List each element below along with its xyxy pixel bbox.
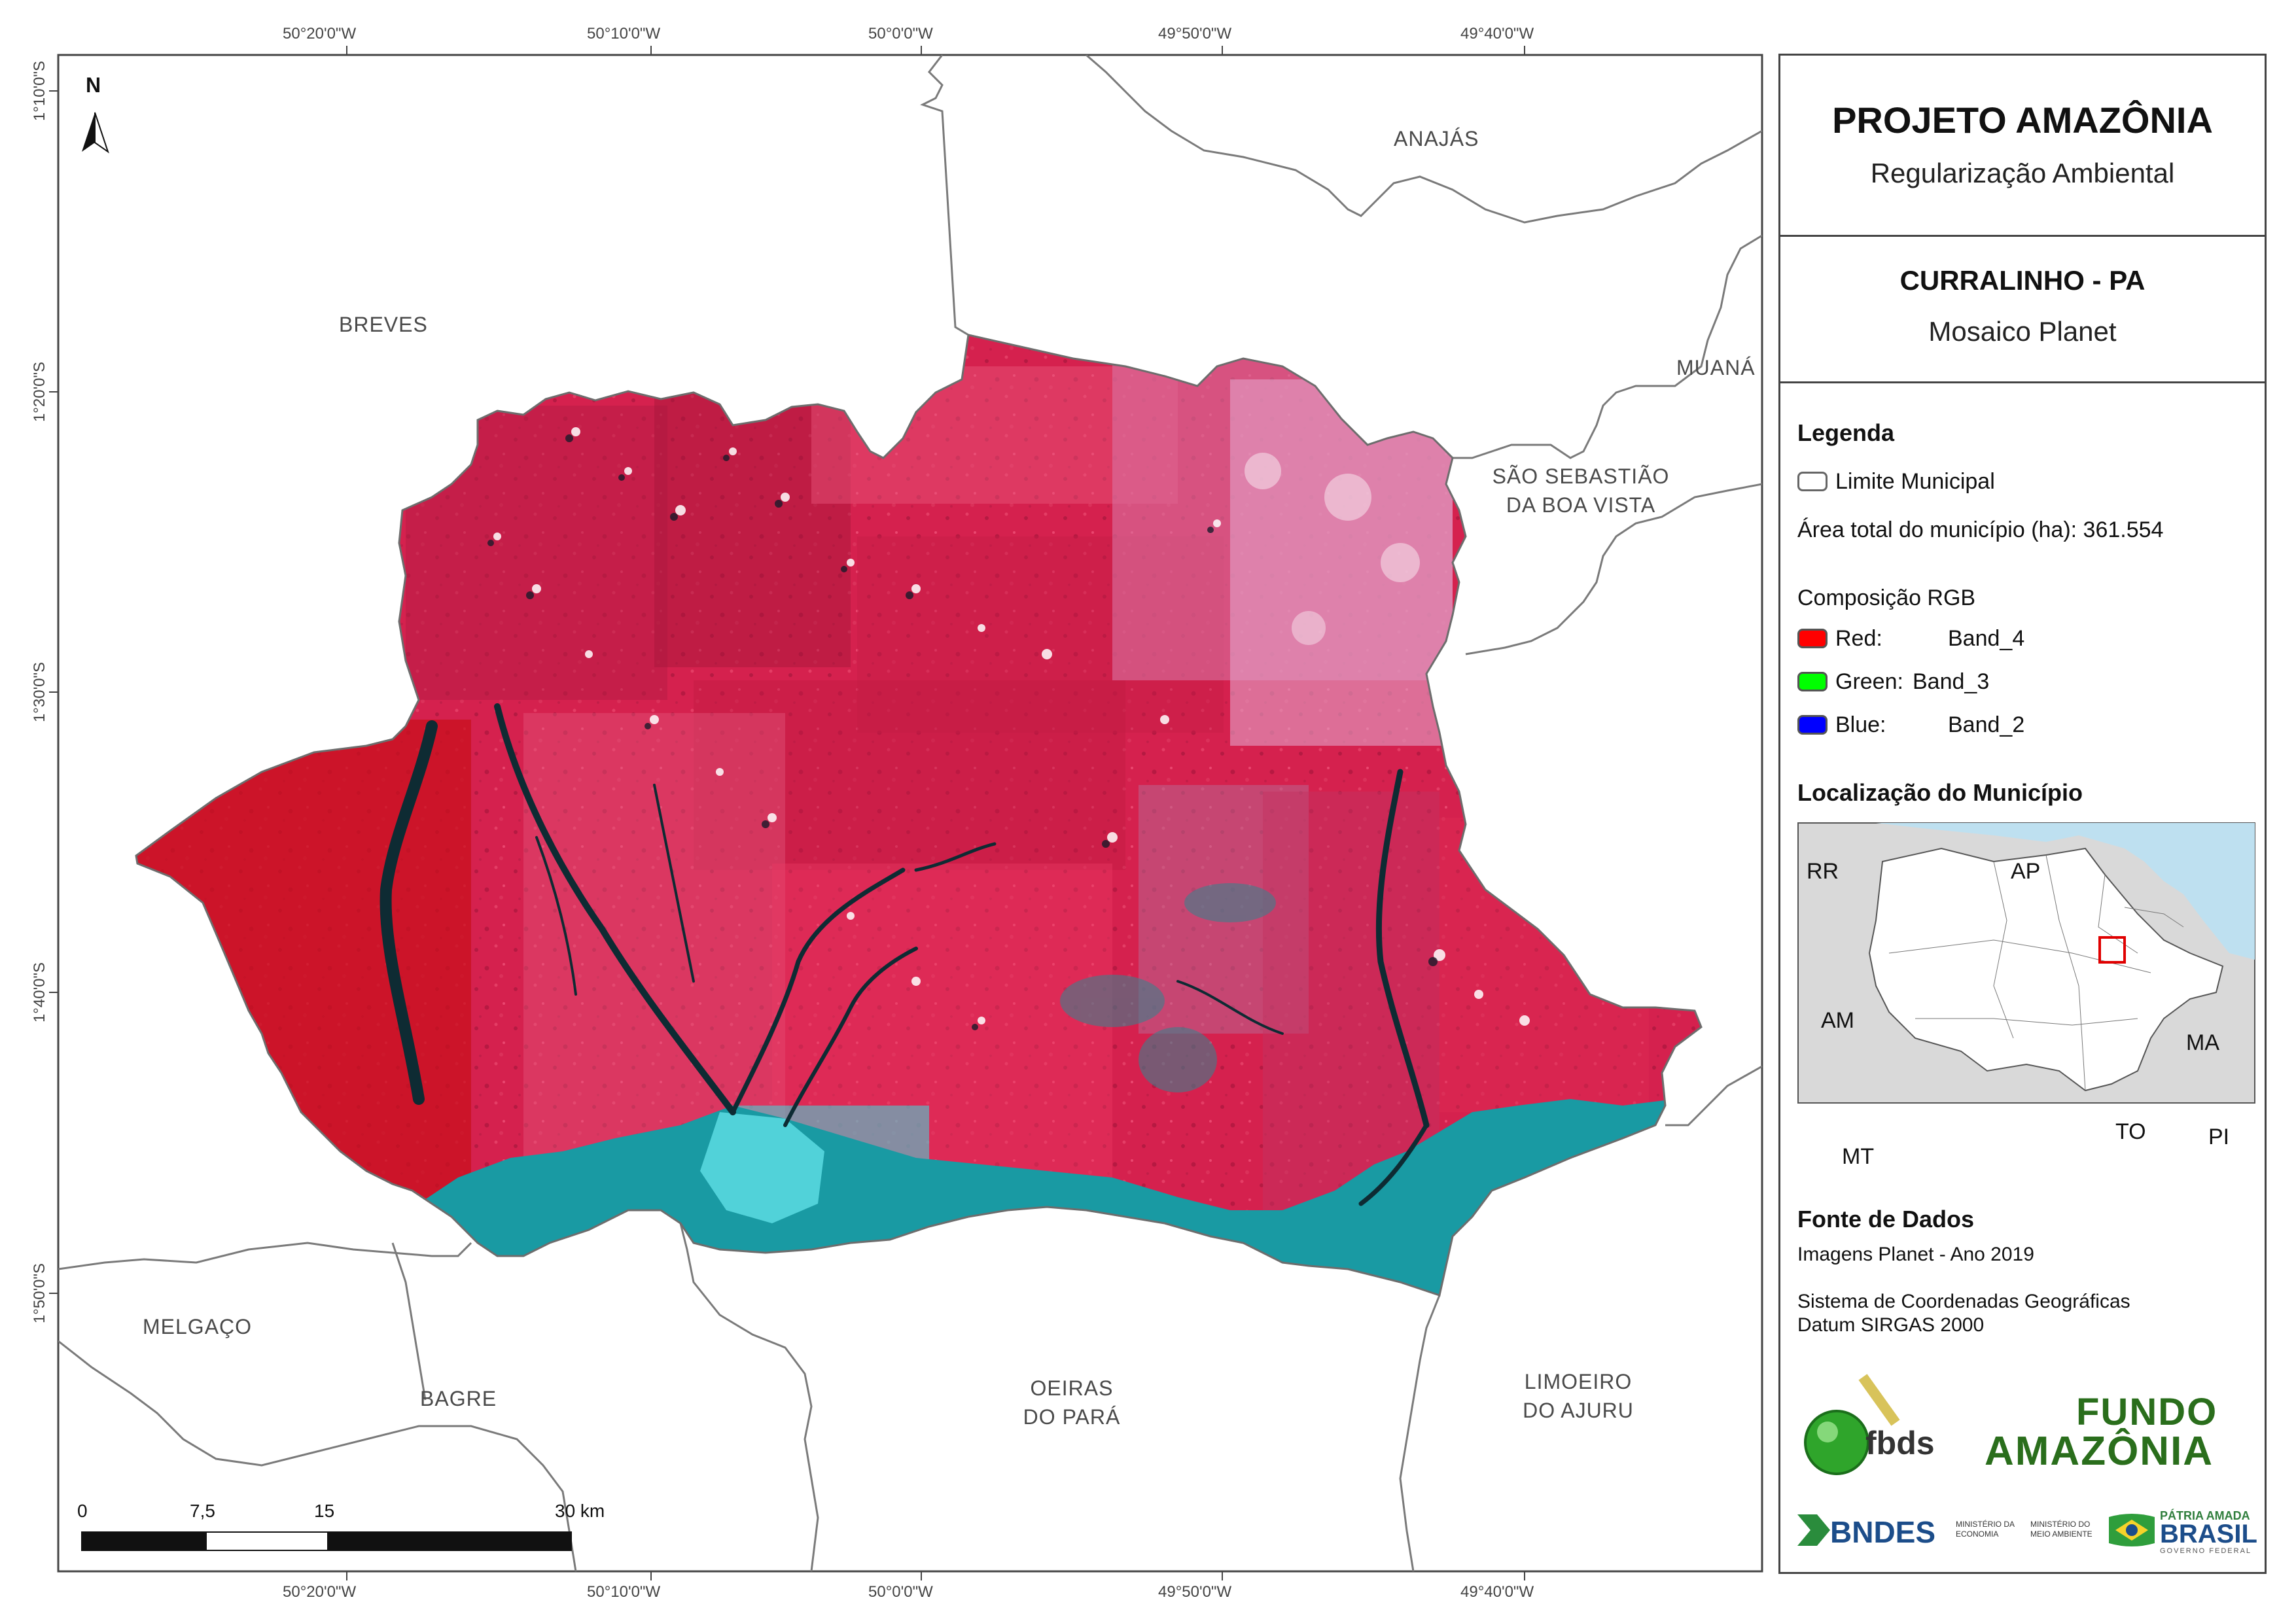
bndes-logo-icon	[1797, 1514, 1830, 1546]
municipal-boundaries	[58, 55, 1762, 1571]
boundary-swatch	[1797, 472, 1828, 491]
legend-heading: Legenda	[1797, 419, 1895, 446]
red-band-key: Red:	[1835, 626, 1882, 651]
crs-line1: Sistema de Coordenadas Geográficas	[1797, 1291, 2130, 1312]
scale-tick-2: 15	[314, 1501, 335, 1521]
patria-amada: PÁTRIA AMADA	[2160, 1509, 2250, 1522]
mosaic-name: Mosaico Planet	[1928, 316, 2117, 347]
locator-label-rr: RR	[1807, 859, 1839, 884]
label-bagre: BAGRE	[420, 1387, 497, 1410]
blue-band-label: Blue: Band_2	[1835, 712, 2024, 738]
label-sao-sebastiao: SÃO SEBASTIÃO DA BOA VISTA	[1489, 462, 1672, 519]
locator-label-ma: MA	[2186, 1030, 2219, 1055]
imagery-source: Imagens Planet - Ano 2019	[1797, 1244, 2034, 1265]
location-heading: Localização do Município	[1797, 779, 2083, 806]
rgb-heading: Composição RGB	[1797, 585, 1976, 610]
sources-heading: Fonte de Dados	[1797, 1206, 1975, 1232]
scale-tick-1: 7,5	[190, 1501, 215, 1521]
lon-label-bottom: 50°0'0"W	[868, 1583, 933, 1601]
area-label: Área total do município (ha): 361.554	[1797, 517, 2164, 542]
lat-label: 1°50'0"S	[31, 1263, 49, 1324]
crs-line2: Datum SIRGAS 2000	[1797, 1314, 1985, 1336]
lon-label-top: 50°10'0"W	[587, 25, 661, 43]
ministry-economia: MINISTÉRIO DA ECONOMIA	[1956, 1520, 2015, 1539]
locator-label-to: TO	[2115, 1119, 2146, 1144]
title-section: PROJETO AMAZÔNIA Regularização Ambiental	[1780, 56, 2265, 237]
green-band-key: Green:	[1835, 669, 1903, 694]
green-band-value: Band_3	[1913, 669, 1990, 694]
scale-bar	[81, 1531, 572, 1551]
green-band-label: Green: Band_3	[1835, 669, 1989, 695]
locator-label-ap: AP	[2011, 859, 2041, 884]
label-breves: BREVES	[339, 313, 428, 336]
project-subtitle: Regularização Ambiental	[1870, 158, 2175, 188]
label-limoeiro-line2: DO AJURU	[1523, 1399, 1634, 1422]
brasil-flag-icon	[2109, 1514, 2155, 1546]
fbds-logo-text: fbds	[1865, 1425, 1935, 1461]
lon-label-top: 50°0'0"W	[868, 25, 933, 43]
blue-band-swatch	[1797, 715, 1828, 735]
project-title: PROJETO AMAZÔNIA	[1832, 99, 2213, 141]
locator-label-pi: PI	[2208, 1125, 2230, 1149]
label-oeiras-line2: DO PARÁ	[1023, 1405, 1121, 1429]
fundo-logo-line1: FUNDO	[2076, 1391, 2218, 1433]
label-sao-sebastiao-line1: SÃO SEBASTIÃO	[1492, 464, 1670, 488]
lon-label-top: 49°50'0"W	[1158, 25, 1232, 43]
lon-label-bottom: 49°40'0"W	[1460, 1583, 1534, 1601]
lon-label-bottom: 49°50'0"W	[1158, 1583, 1232, 1601]
lat-label: 1°20'0"S	[31, 361, 49, 423]
label-limoeiro: LIMOEIRO DO AJURU	[1513, 1367, 1644, 1425]
lon-label-bottom: 50°20'0"W	[283, 1583, 357, 1601]
municipality-section: CURRALINHO - PA Mosaico Planet	[1780, 235, 2265, 383]
lon-label-top: 49°40'0"W	[1460, 25, 1534, 43]
brasil-text: BRASIL	[2160, 1520, 2257, 1548]
boundary-label: Limite Municipal	[1835, 469, 1995, 494]
lon-label-top: 50°20'0"W	[283, 25, 357, 43]
fundo-logo-line2: AMAZÔNIA	[1985, 1429, 2214, 1474]
green-band-swatch	[1797, 672, 1828, 691]
lat-label: 1°10'0"S	[31, 60, 49, 122]
red-band-label: Red: Band_4	[1835, 626, 2024, 652]
label-oeiras-line1: OEIRAS	[1030, 1376, 1114, 1400]
label-oeiras: OEIRAS DO PARÁ	[1013, 1374, 1131, 1431]
blue-band-key: Blue:	[1835, 712, 1886, 737]
label-muana: MUANÁ	[1676, 356, 1756, 379]
north-label: N	[86, 73, 101, 97]
locator-label-mt: MT	[1842, 1144, 1875, 1169]
lat-label: 1°30'0"S	[31, 661, 49, 723]
locator-map	[1797, 822, 2255, 1104]
municipality-name: CURRALINHO - PA	[1899, 265, 2146, 296]
legend-panel: PROJETO AMAZÔNIA Regularização Ambiental…	[1778, 54, 2267, 1574]
label-sao-sebastiao-line2: DA BOA VISTA	[1506, 493, 1656, 517]
red-band-value: Band_4	[1948, 626, 2025, 651]
location-marker	[2098, 936, 2126, 964]
fbds-logo-icon	[1804, 1374, 1900, 1475]
locator-label-am: AM	[1821, 1008, 1854, 1033]
red-band-swatch	[1797, 629, 1828, 648]
lat-label: 1°40'0"S	[31, 962, 49, 1023]
blue-band-value: Band_2	[1948, 712, 2025, 737]
bndes-logo-text: BNDES	[1830, 1515, 1936, 1549]
north-arrow-icon	[82, 112, 109, 154]
label-melgaco: MELGAÇO	[143, 1315, 253, 1338]
label-anajas: ANAJÁS	[1394, 127, 1479, 150]
governo-federal: GOVERNO FEDERAL	[2160, 1547, 2252, 1555]
label-limoeiro-line1: LIMOEIRO	[1524, 1370, 1633, 1393]
lon-label-bottom: 50°10'0"W	[587, 1583, 661, 1601]
scale-tick-0: 0	[77, 1501, 88, 1521]
ministry-ambiente: MINISTÉRIO DO MEIO AMBIENTE	[2030, 1520, 2093, 1539]
scale-tick-3: 30 km	[555, 1501, 605, 1521]
